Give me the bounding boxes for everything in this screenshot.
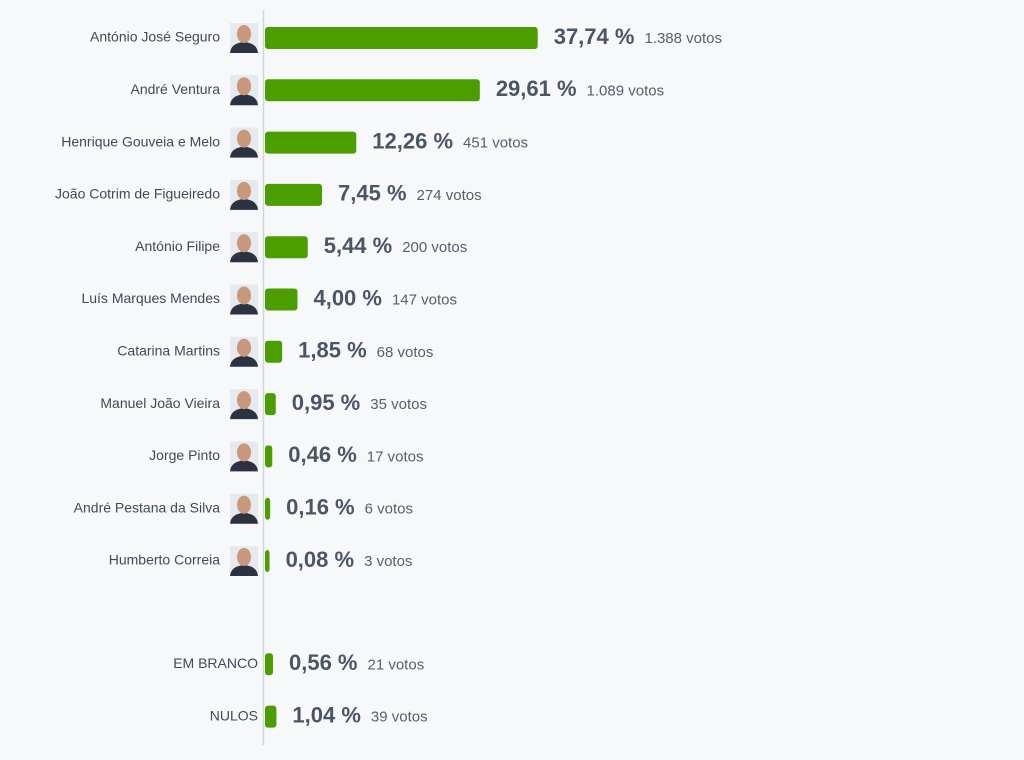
votes-label: 200 votos: [402, 239, 467, 256]
photo-body: [230, 94, 258, 106]
bar: [265, 550, 270, 572]
bar: [265, 288, 298, 311]
photo-head: [237, 443, 251, 462]
percent-label: 0,46 %: [288, 442, 357, 467]
bar: [265, 653, 273, 676]
photo-body: [230, 42, 258, 53]
photo-body: [230, 408, 258, 420]
bar: [265, 705, 277, 728]
bar: [265, 183, 323, 206]
percent-label: 4,00 %: [313, 285, 382, 310]
bar: [265, 79, 480, 102]
bar: [265, 445, 273, 468]
candidate-name: NULOS: [210, 707, 258, 723]
votes-label: 6 votos: [365, 501, 413, 518]
percent-label: 29,61 %: [496, 76, 577, 101]
percent-label: 0,16 %: [286, 495, 355, 520]
votes-label: 1.388 votos: [644, 30, 722, 47]
candidate-name: Henrique Gouveia e Melo: [61, 133, 220, 149]
percent-label: 37,74 %: [554, 24, 635, 49]
votes-label: 3 votos: [364, 553, 412, 570]
votes-label: 147 votos: [392, 291, 457, 308]
photo-head: [237, 286, 251, 305]
bar: [265, 27, 538, 49]
percent-label: 0,95 %: [292, 390, 361, 415]
percent-label: 1,04 %: [292, 702, 361, 727]
bar: [265, 393, 276, 416]
candidate-name: António Filipe: [135, 238, 220, 254]
photo-body: [230, 512, 258, 524]
photo-head: [237, 129, 251, 148]
photo-head: [237, 77, 251, 96]
candidate-name: André Pestana da Silva: [74, 499, 221, 515]
photo-head: [237, 548, 251, 566]
candidate-name: EM BRANCO: [173, 655, 258, 671]
votes-label: 21 votos: [367, 656, 424, 673]
bar: [265, 497, 271, 520]
photo-body: [230, 146, 258, 158]
percent-label: 1,85 %: [298, 338, 367, 363]
photo-body: [230, 565, 258, 576]
candidate-name: Jorge Pinto: [149, 447, 220, 463]
bar: [265, 236, 308, 259]
percent-label: 0,56 %: [289, 650, 358, 675]
candidate-name: Catarina Martins: [117, 343, 220, 359]
votes-label: 274 votos: [417, 187, 482, 204]
photo-head: [237, 391, 251, 410]
photo-body: [230, 198, 258, 210]
bar: [265, 340, 283, 363]
photo-body: [230, 303, 258, 315]
photo-head: [237, 181, 251, 200]
candidate-name: Humberto Correia: [109, 552, 220, 568]
photo-head: [237, 338, 251, 357]
photo-body: [230, 355, 258, 367]
bar: [265, 131, 357, 154]
candidate-name: Manuel João Vieira: [100, 395, 220, 411]
percent-label: 5,44 %: [324, 233, 393, 258]
votes-label: 17 votos: [367, 448, 424, 465]
photo-body: [230, 251, 258, 263]
candidate-name: Luís Marques Mendes: [81, 290, 220, 306]
percent-label: 12,26 %: [372, 128, 453, 153]
percent-label: 7,45 %: [338, 181, 407, 206]
votes-label: 1.089 votos: [587, 82, 665, 99]
percent-label: 0,08 %: [286, 547, 355, 572]
votes-label: 35 votos: [370, 396, 427, 413]
votes-label: 39 votos: [371, 709, 428, 726]
photo-head: [237, 495, 251, 514]
photo-head: [237, 234, 251, 253]
photo-head: [237, 25, 251, 43]
votes-label: 68 votos: [377, 344, 434, 361]
candidate-name: João Cotrim de Figueiredo: [55, 186, 220, 202]
photo-body: [230, 460, 258, 472]
candidate-name: António José Seguro: [90, 29, 220, 45]
candidate-name: André Ventura: [130, 81, 220, 97]
votes-label: 451 votos: [463, 135, 528, 152]
